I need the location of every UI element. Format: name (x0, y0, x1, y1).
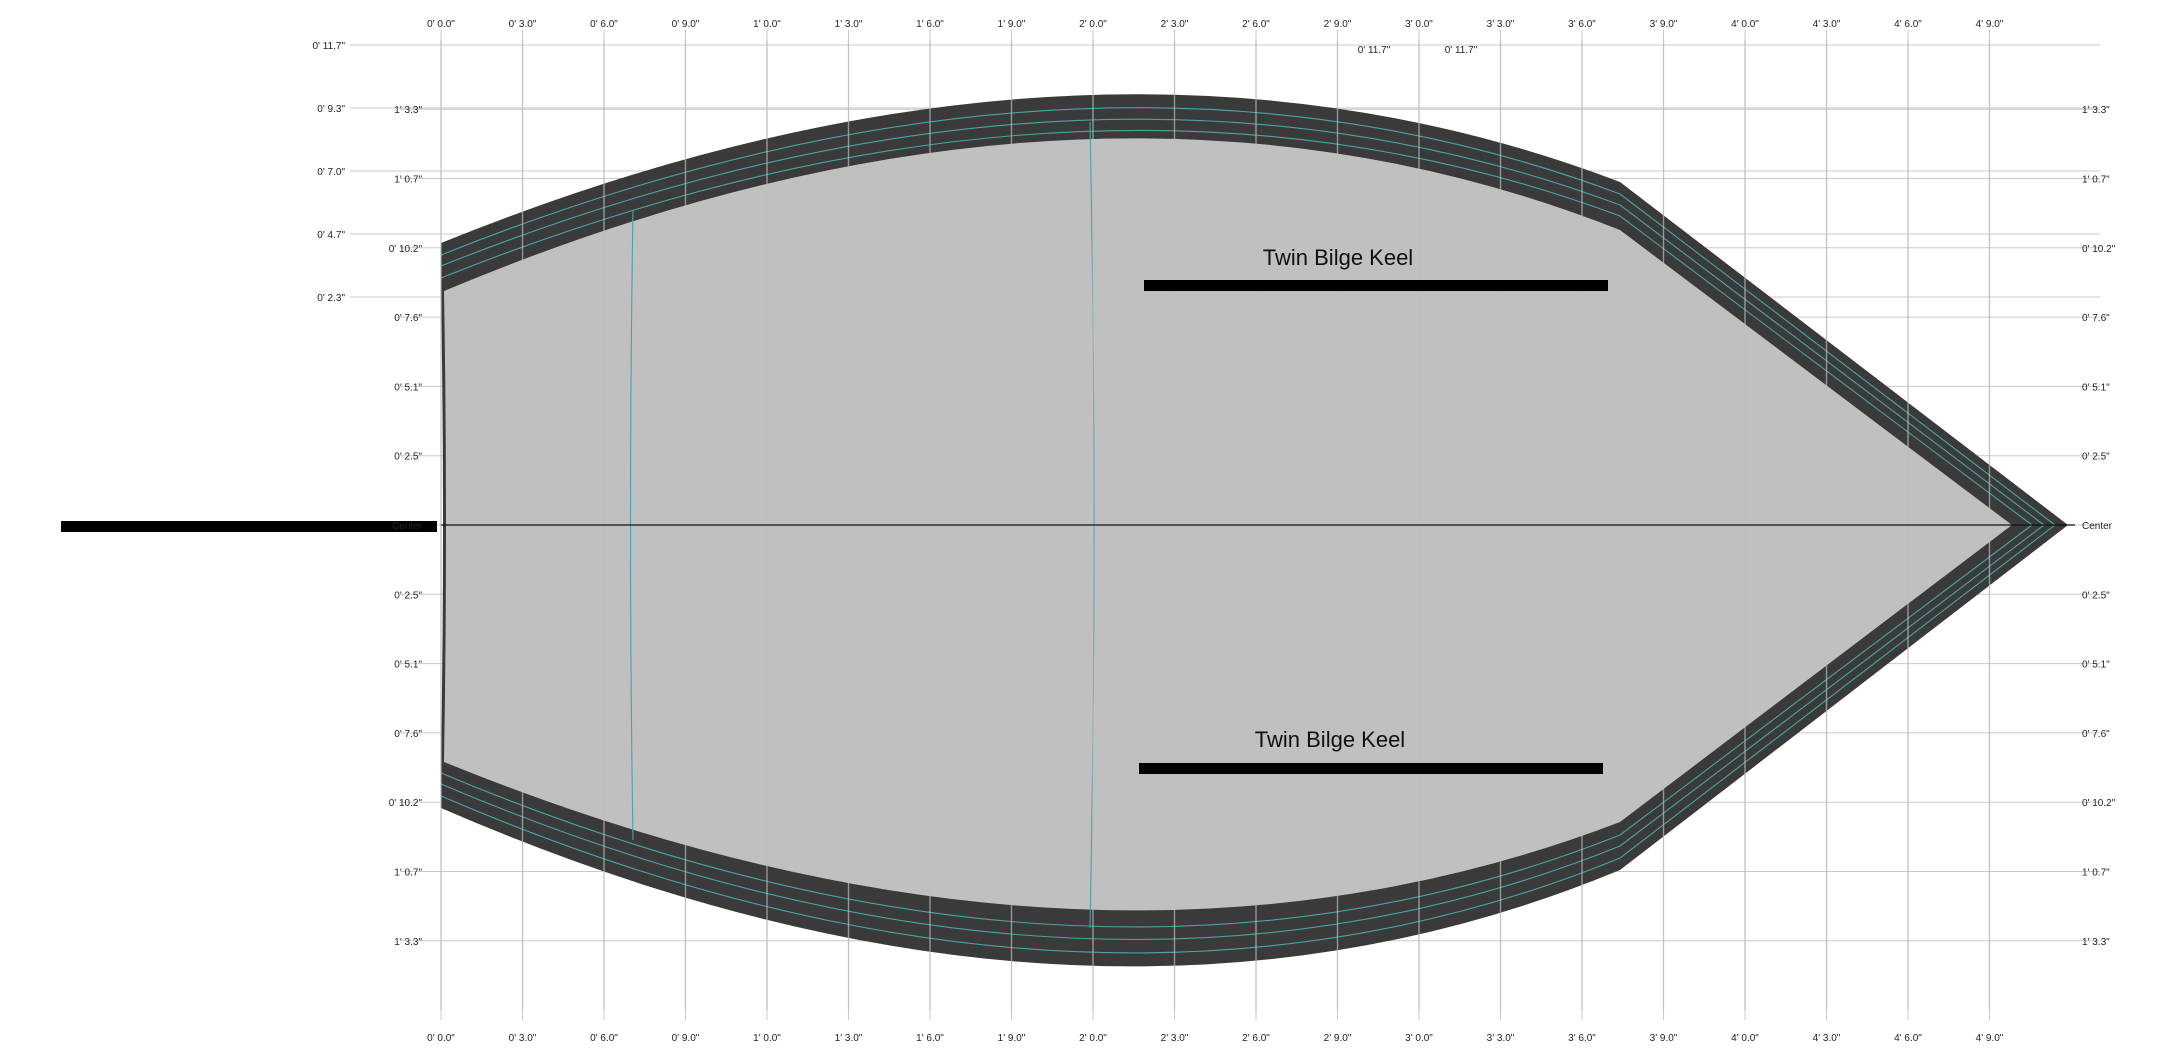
y-tick-label-left: 1' 3.3" (394, 937, 422, 948)
keel-label-bottom: Twin Bilge Keel (1255, 727, 1405, 752)
plank-lines (440, 107, 2056, 954)
x-axis-ticks-bottom: 0' 0.0" 0' 3.0" 0' 6.0" 0' 9.0" 1' 0.0" 1' 3.… (427, 1033, 2004, 1044)
y-tick-label-right: 0' 2.5" (2082, 590, 2110, 601)
x-tick-label: 0' 0.0" (427, 1033, 455, 1044)
x-tick-label: 1' 6.0" (916, 19, 944, 30)
x-tick-label: 4' 3.0" (1813, 1033, 1841, 1044)
top-mid-tick-label: 0' 11.7" (1358, 45, 1391, 56)
x-tick-label: 4' 0.0" (1731, 1033, 1759, 1044)
height-tick-label: 0' 9.3" (317, 104, 345, 115)
x-tick-label: 0' 9.0" (672, 1033, 700, 1044)
x-tick-label: 0' 3.0" (509, 1033, 537, 1044)
x-tick-label: 3' 0.0" (1405, 19, 1433, 30)
x-tick-label: 3' 3.0" (1487, 1033, 1515, 1044)
y-tick-label-left: 0' 5.1" (394, 382, 422, 393)
x-tick-label: 2' 0.0" (1079, 1033, 1107, 1044)
y-axis-ticks-right: 1' 3.3" 1' 0.7" 0' 10.2" 0' 7.6" 0' 5.1" 0' 2… (2082, 105, 2116, 948)
x-tick-label: 1' 0.0" (753, 1033, 781, 1044)
y-tick-label-right: 1' 3.3" (2082, 105, 2110, 116)
height-tick-label: 0' 4.7" (317, 230, 345, 241)
x-tick-label: 1' 9.0" (998, 1033, 1026, 1044)
twin-bilge-keel-top (1144, 280, 1608, 291)
y-axis-ticks-left: 1' 3.3" 1' 0.7" 0' 10.2" 0' 7.6" 0' 5.1" 0' 2… (389, 105, 423, 948)
y-tick-label-right: 0' 10.2" (2082, 798, 2116, 809)
x-tick-label: 2' 3.0" (1161, 19, 1189, 30)
x-tick-label: 2' 0.0" (1079, 19, 1107, 30)
twin-bilge-keel-bottom (1139, 763, 1603, 774)
y-tick-label-right: 1' 3.3" (2082, 937, 2110, 948)
x-tick-label: 4' 9.0" (1976, 19, 2004, 30)
x-tick-label: 2' 3.0" (1161, 1033, 1189, 1044)
y-tick-label-right: 1' 0.7" (2082, 868, 2110, 879)
y-tick-label-right: 0' 10.2" (2082, 244, 2116, 255)
y-tick-label-right: 0' 5.1" (2082, 382, 2110, 393)
y-tick-label-right: 0' 7.6" (2082, 729, 2110, 740)
y-tick-label-right: 1' 0.7" (2082, 175, 2110, 186)
height-tick-label: 0' 11.7" (312, 41, 345, 52)
x-tick-label: 1' 0.0" (753, 19, 781, 30)
y-tick-label-left: 1' 3.3" (394, 105, 422, 116)
x-tick-label: 2' 6.0" (1242, 19, 1270, 30)
x-tick-label: 4' 3.0" (1813, 19, 1841, 30)
y-tick-label-right: 0' 5.1" (2082, 660, 2110, 671)
x-tick-label: 1' 3.0" (835, 1033, 863, 1044)
y-tick-label-right: Center (2082, 521, 2113, 532)
x-tick-label: 3' 9.0" (1650, 1033, 1678, 1044)
x-tick-label: 2' 9.0" (1324, 1033, 1352, 1044)
skeg-keel-bar (61, 521, 437, 532)
x-tick-label: 3' 6.0" (1568, 19, 1596, 30)
height-tick-label: 0' 2.3" (317, 293, 345, 304)
y-tick-label-left: 0' 7.6" (394, 313, 422, 324)
y-tick-label-left: 0' 5.1" (394, 660, 422, 671)
y-tick-label-left: 0' 10.2" (389, 798, 423, 809)
x-tick-label: 0' 6.0" (590, 1033, 618, 1044)
top-mid-ticks: 0' 11.7" 0' 11.7" (1358, 45, 1478, 56)
x-tick-label: 4' 6.0" (1894, 19, 1922, 30)
x-tick-label: 0' 0.0" (427, 19, 455, 30)
x-tick-label: 2' 6.0" (1242, 1033, 1270, 1044)
x-tick-label: 3' 6.0" (1568, 1033, 1596, 1044)
x-tick-label: 1' 3.0" (835, 19, 863, 30)
y-tick-label-right: 0' 7.6" (2082, 313, 2110, 324)
x-tick-label: 0' 6.0" (590, 19, 618, 30)
x-axis-ticks-top: 0' 0.0" 0' 3.0" 0' 6.0" 0' 9.0" 1' 0.0" 1' 3.… (427, 19, 2004, 30)
y-tick-label-left: 1' 0.7" (394, 868, 422, 879)
height-tick-label: 0' 7.0" (317, 167, 345, 178)
top-mid-tick-label: 0' 11.7" (1445, 45, 1478, 56)
y-tick-label-left: Center (392, 521, 423, 532)
y-tick-label-right: 0' 2.5" (2082, 452, 2110, 463)
x-tick-label: 1' 9.0" (998, 19, 1026, 30)
y-tick-label-left: 0' 7.6" (394, 729, 422, 740)
x-tick-label: 3' 0.0" (1405, 1033, 1433, 1044)
x-tick-label: 4' 0.0" (1731, 19, 1759, 30)
x-tick-label: 2' 9.0" (1324, 19, 1352, 30)
y-tick-label-left: 0' 10.2" (389, 244, 423, 255)
x-tick-label: 0' 9.0" (672, 19, 700, 30)
x-tick-label: 4' 9.0" (1976, 1033, 2004, 1044)
keel-label-top: Twin Bilge Keel (1263, 245, 1413, 270)
y-tick-label-left: 0' 2.5" (394, 590, 422, 601)
y-tick-label-left: 0' 2.5" (394, 452, 422, 463)
x-tick-label: 0' 3.0" (509, 19, 537, 30)
x-tick-label: 3' 9.0" (1650, 19, 1678, 30)
y-tick-label-left: 1' 0.7" (394, 175, 422, 186)
x-tick-label: 4' 6.0" (1894, 1033, 1922, 1044)
height-axis-ticks: 0' 11.7" 0' 9.3" 0' 7.0" 0' 4.7" 0' 2.3" (312, 41, 345, 304)
x-tick-label: 3' 3.0" (1487, 19, 1515, 30)
x-tick-label: 1' 6.0" (916, 1033, 944, 1044)
hull-inner-bottom (444, 138, 2012, 911)
